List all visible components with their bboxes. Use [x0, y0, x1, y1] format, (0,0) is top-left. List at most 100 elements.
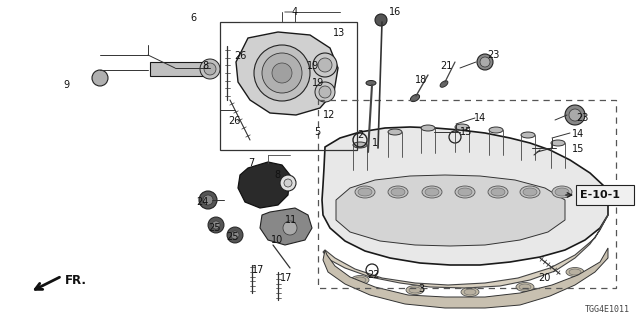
Ellipse shape [516, 283, 534, 292]
Ellipse shape [489, 127, 503, 133]
Ellipse shape [391, 188, 405, 196]
Bar [318, 100, 616, 288]
Ellipse shape [519, 284, 531, 290]
Text: 3: 3 [418, 284, 424, 294]
Circle shape [212, 221, 220, 229]
Text: 24: 24 [196, 197, 209, 207]
Circle shape [272, 63, 292, 83]
Polygon shape [322, 127, 608, 265]
Text: 19: 19 [307, 61, 319, 71]
Text: 14: 14 [572, 129, 584, 139]
Ellipse shape [464, 289, 476, 295]
Ellipse shape [354, 277, 366, 283]
Ellipse shape [491, 188, 505, 196]
Ellipse shape [488, 186, 508, 198]
Text: 1: 1 [372, 138, 378, 148]
Circle shape [565, 105, 585, 125]
Text: 5: 5 [314, 127, 320, 137]
Ellipse shape [569, 269, 581, 275]
Ellipse shape [455, 124, 469, 130]
Circle shape [280, 175, 296, 191]
Ellipse shape [552, 186, 572, 198]
Circle shape [319, 86, 331, 98]
Ellipse shape [355, 186, 375, 198]
Circle shape [227, 227, 243, 243]
Circle shape [318, 58, 332, 72]
Text: 8: 8 [274, 170, 280, 180]
Circle shape [315, 82, 335, 102]
Ellipse shape [421, 125, 435, 131]
Circle shape [284, 179, 292, 187]
Ellipse shape [388, 129, 402, 135]
Polygon shape [323, 248, 608, 308]
Text: 4: 4 [292, 7, 298, 17]
Text: 26: 26 [234, 51, 246, 61]
Ellipse shape [551, 140, 565, 146]
Text: 23: 23 [487, 50, 499, 60]
Ellipse shape [566, 268, 584, 276]
Ellipse shape [461, 287, 479, 297]
Circle shape [283, 221, 297, 235]
Text: 17: 17 [252, 265, 264, 275]
Circle shape [477, 54, 493, 70]
Circle shape [480, 57, 490, 67]
Ellipse shape [520, 186, 540, 198]
Text: 13: 13 [333, 28, 345, 38]
Circle shape [208, 217, 224, 233]
Ellipse shape [458, 188, 472, 196]
Bar [220, 22, 357, 150]
Ellipse shape [410, 94, 420, 102]
Ellipse shape [406, 285, 424, 294]
Text: 25: 25 [226, 232, 239, 242]
Ellipse shape [555, 188, 569, 196]
Text: 10: 10 [271, 235, 284, 245]
Circle shape [203, 195, 213, 205]
Circle shape [199, 191, 217, 209]
Text: 15: 15 [460, 127, 472, 137]
Text: 11: 11 [285, 215, 297, 225]
Text: 19: 19 [312, 78, 324, 88]
Bar [576, 185, 634, 205]
Text: 14: 14 [474, 113, 486, 123]
Text: 18: 18 [415, 75, 428, 85]
Bar [150, 62, 205, 76]
Circle shape [262, 53, 302, 93]
Polygon shape [336, 175, 565, 246]
Ellipse shape [388, 186, 408, 198]
Text: 16: 16 [389, 7, 401, 17]
Ellipse shape [358, 188, 372, 196]
Circle shape [569, 109, 581, 121]
Text: 15: 15 [572, 144, 584, 154]
Text: E-10-1: E-10-1 [580, 190, 620, 200]
Ellipse shape [353, 142, 367, 148]
Polygon shape [236, 32, 338, 115]
Circle shape [231, 231, 239, 239]
Ellipse shape [422, 186, 442, 198]
Text: 2: 2 [357, 130, 364, 140]
Polygon shape [323, 215, 608, 288]
Ellipse shape [521, 132, 535, 138]
Ellipse shape [455, 186, 475, 198]
Circle shape [313, 53, 337, 77]
Ellipse shape [351, 276, 369, 284]
Circle shape [92, 70, 108, 86]
Text: 9: 9 [63, 80, 69, 90]
Ellipse shape [440, 81, 448, 87]
Ellipse shape [425, 188, 439, 196]
Text: FR.: FR. [65, 274, 87, 286]
Text: TGG4E1011: TGG4E1011 [585, 305, 630, 314]
Circle shape [254, 45, 310, 101]
Text: 25: 25 [208, 223, 221, 233]
Text: 12: 12 [323, 110, 335, 120]
Ellipse shape [366, 81, 376, 85]
Polygon shape [238, 162, 290, 208]
Text: 8: 8 [202, 61, 208, 71]
Ellipse shape [409, 287, 421, 293]
Circle shape [375, 14, 387, 26]
Text: 23: 23 [576, 113, 588, 123]
Text: 26: 26 [228, 116, 241, 126]
Circle shape [204, 63, 216, 75]
Polygon shape [260, 208, 312, 245]
Text: 20: 20 [538, 273, 550, 283]
Ellipse shape [523, 188, 537, 196]
